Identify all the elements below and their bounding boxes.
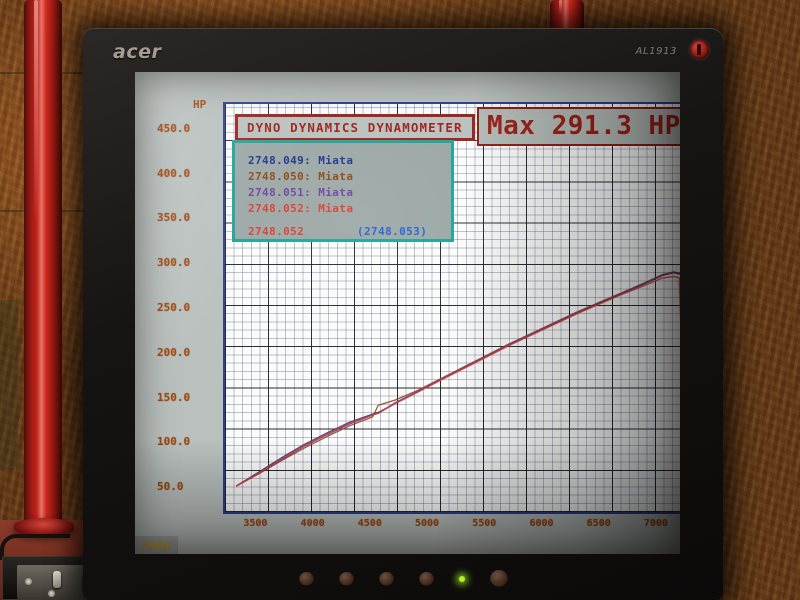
curve-2748.052 xyxy=(235,275,680,487)
x-tick-3500: 3500 xyxy=(243,518,268,529)
x-tick-6000: 6000 xyxy=(529,518,554,529)
run-legend-panel[interactable]: 2748.049: Miata 2748.050: Miata 2748.051… xyxy=(232,140,454,242)
x-tick-6500: 6500 xyxy=(586,518,611,529)
legend-active-run[interactable]: 2748.052 xyxy=(248,225,305,238)
y-tick-100: 100.0 xyxy=(157,435,191,449)
minus-button[interactable] xyxy=(338,571,354,587)
monitor-bottom-bezel xyxy=(83,550,723,600)
y-tick-450: 450.0 xyxy=(157,121,191,135)
ramp-label: Ramp xyxy=(135,536,178,554)
power-cable xyxy=(0,534,70,560)
y-tick-250: 250.0 xyxy=(157,301,191,314)
red-pole-left xyxy=(24,0,62,530)
legend-compare-run[interactable]: (2748.053) xyxy=(357,225,428,238)
x-tick-4000: 4000 xyxy=(300,518,325,529)
pole-highlight-right xyxy=(558,0,563,16)
x-tick-5000: 5000 xyxy=(415,518,440,529)
wall-seam-lower xyxy=(0,300,18,470)
curve-2748.050 xyxy=(236,271,680,487)
y-tick-150: 150.0 xyxy=(157,390,191,404)
auto-button[interactable] xyxy=(418,571,434,587)
x-tick-4500: 4500 xyxy=(357,518,382,529)
acer-logo: acer xyxy=(113,41,162,63)
y-tick-300: 300.0 xyxy=(157,256,191,270)
y-tick-50: 50.0 xyxy=(157,480,184,494)
pole-highlight xyxy=(33,0,38,223)
curve-2748.049 xyxy=(235,271,680,487)
power-led-icon xyxy=(458,576,465,582)
lcd-screen: HP AFR:P 50.0100.0150.0200.0250.0300.035… xyxy=(135,72,680,554)
dyno-application: HP AFR:P 50.0100.0150.0200.0250.0300.035… xyxy=(135,72,680,554)
top-panel xyxy=(135,72,680,102)
curve-2748.051 xyxy=(235,272,680,487)
legend-row-1[interactable]: 2748.050: Miata xyxy=(248,170,354,183)
y-tick-400: 400.0 xyxy=(157,166,191,180)
x-tick-5500: 5500 xyxy=(472,518,497,529)
toggle-switch-1[interactable] xyxy=(53,571,61,588)
menu-button[interactable] xyxy=(298,571,314,587)
power-button[interactable] xyxy=(489,570,508,588)
plus-button[interactable] xyxy=(378,571,394,587)
x-tick-7000: 7000 xyxy=(643,518,668,529)
osd-button-row xyxy=(83,570,723,588)
acer-monitor: acer AL1913 HP AFR:P 5 xyxy=(83,28,723,600)
red-pole-left-base xyxy=(14,518,74,536)
y-tick-350: 350.0 xyxy=(157,211,191,225)
legend-row-0[interactable]: 2748.049: Miata xyxy=(248,154,354,167)
acer-badge-icon xyxy=(690,40,709,59)
screw-icon xyxy=(25,578,32,585)
app-title-bar: DYNO DYNAMICS DYNAMOMETER xyxy=(235,114,475,141)
y-tick-200: 200.0 xyxy=(157,345,191,359)
max-hp-readout: Max 291.3 HP xyxy=(477,107,680,146)
monitor-top-bezel: acer AL1913 xyxy=(83,28,723,70)
legend-row-2[interactable]: 2748.051: Miata xyxy=(248,186,354,199)
screw-icon-2 xyxy=(48,590,55,597)
monitor-model-label: AL1913 xyxy=(635,46,677,57)
y-axis-title: HP xyxy=(193,98,207,111)
legend-row-3[interactable]: 2748.052: Miata xyxy=(248,202,354,215)
